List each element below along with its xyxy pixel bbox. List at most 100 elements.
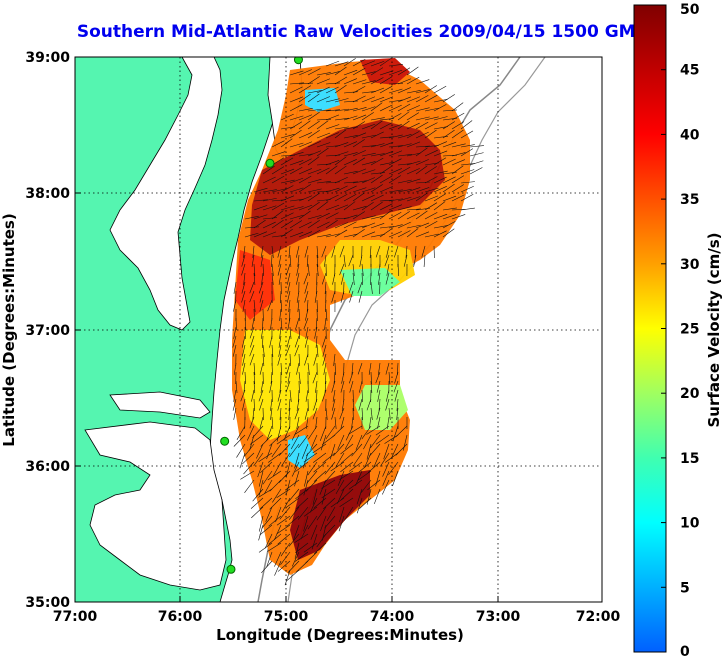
velocity-arrow (277, 245, 282, 258)
velocity-arrow (334, 151, 349, 157)
velocity-arrow (397, 96, 412, 103)
velocity-arrow (358, 290, 363, 303)
velocity-arrow (370, 434, 381, 449)
velocity-arrow (324, 380, 327, 393)
velocity-arrow (249, 434, 255, 451)
velocity-arrow (334, 416, 337, 429)
velocity-arrow (270, 407, 273, 420)
velocity-arrow (370, 120, 383, 130)
velocity-arrow (343, 152, 358, 157)
velocity-arrow (298, 168, 312, 175)
velocity-arrow (340, 380, 345, 393)
velocity-arrow (406, 160, 421, 166)
y-tick-label: 38:00 (25, 186, 70, 202)
velocity-arrow (307, 156, 320, 166)
velocity-arrow (442, 183, 455, 193)
velocity-arrow (352, 107, 367, 112)
velocity-arrow (262, 231, 277, 238)
velocity-arrow (406, 168, 420, 175)
velocity-arrow (253, 362, 256, 375)
velocity-arrow (348, 371, 354, 384)
velocity-arrow (388, 231, 402, 238)
velocity-arrow (341, 479, 354, 492)
velocity-arrow (286, 263, 291, 276)
velocity-arrow (239, 452, 246, 469)
velocity-arrow (337, 488, 345, 504)
velocity-arrow (244, 226, 259, 229)
y-tick-label: 37:00 (25, 323, 70, 339)
velocity-arrow (460, 120, 473, 130)
velocity-arrow (258, 281, 264, 294)
velocity-arrow (388, 123, 403, 130)
velocity-arrow (289, 443, 300, 457)
velocity-arrow (298, 195, 313, 202)
velocity-arrow (316, 109, 331, 112)
velocity-arrow (260, 245, 264, 258)
velocity-arrow (325, 145, 340, 148)
velocity-arrow (343, 100, 358, 103)
velocity-arrow (304, 407, 309, 420)
velocity-arrow (343, 181, 358, 184)
velocity-arrow (397, 179, 412, 184)
velocity-arrow (291, 425, 300, 441)
velocity-arrow (232, 335, 237, 348)
velocity-arrow (253, 205, 268, 211)
velocity-arrow (313, 452, 327, 463)
velocity-arrow (307, 201, 320, 211)
velocity-arrow (356, 488, 363, 505)
velocity-arrow (415, 107, 430, 112)
velocity-arrow (415, 145, 430, 148)
velocity-arrow (415, 131, 429, 139)
velocity-arrow (244, 326, 246, 340)
velocity-arrow (298, 153, 313, 157)
velocity-arrow (442, 121, 455, 130)
colorbar-tick-label: 35 (680, 192, 699, 208)
velocity-arrow (394, 371, 399, 384)
velocity-arrow (271, 263, 274, 276)
velocity-arrow (384, 434, 399, 444)
velocity-arrow (305, 389, 309, 402)
velocity-arrow (442, 141, 457, 148)
velocity-arrow (424, 122, 438, 130)
velocity-arrow (295, 488, 309, 500)
velocity-arrow (370, 131, 384, 139)
velocity-arrow (256, 443, 264, 459)
velocity-arrow (331, 290, 336, 303)
velocity-arrow (369, 245, 372, 258)
velocity-arrow (406, 224, 421, 229)
velocity-arrow (451, 184, 464, 193)
velocity-arrow (392, 470, 399, 487)
velocity-arrow (325, 407, 328, 420)
velocity-arrow (294, 452, 300, 469)
station-marker (226, 564, 236, 574)
velocity-arrow (388, 113, 402, 121)
velocity-arrow (323, 497, 336, 510)
velocity-arrow (392, 425, 399, 442)
velocity-arrow (424, 176, 438, 184)
velocity-arrow (396, 407, 399, 420)
velocity-arrow (251, 389, 255, 402)
velocity-arrow (385, 362, 390, 375)
velocity-arrow (325, 233, 340, 238)
velocity-arrow (316, 281, 318, 295)
velocity-arrow (433, 230, 447, 238)
velocity-arrow (294, 470, 300, 487)
velocity-arrow (298, 93, 311, 103)
velocity-arrow (352, 263, 355, 276)
velocity-arrow (298, 158, 312, 166)
velocity-arrow (244, 232, 259, 238)
velocity-arrow (433, 186, 447, 193)
velocity-arrow (322, 344, 327, 357)
velocity-arrow (348, 425, 363, 435)
velocity-arrow (244, 371, 247, 384)
velocity-arrow (366, 398, 372, 411)
velocity-arrow (361, 272, 363, 285)
velocity-arrow (280, 138, 293, 148)
colorbar-tick-label: 0 (680, 644, 690, 659)
velocity-arrow (291, 461, 300, 477)
velocity-arrow (301, 443, 309, 459)
velocity-arrow (267, 470, 282, 481)
velocity-arrow (265, 506, 273, 522)
velocity-arrow (396, 398, 399, 411)
velocity-arrow (375, 371, 381, 384)
